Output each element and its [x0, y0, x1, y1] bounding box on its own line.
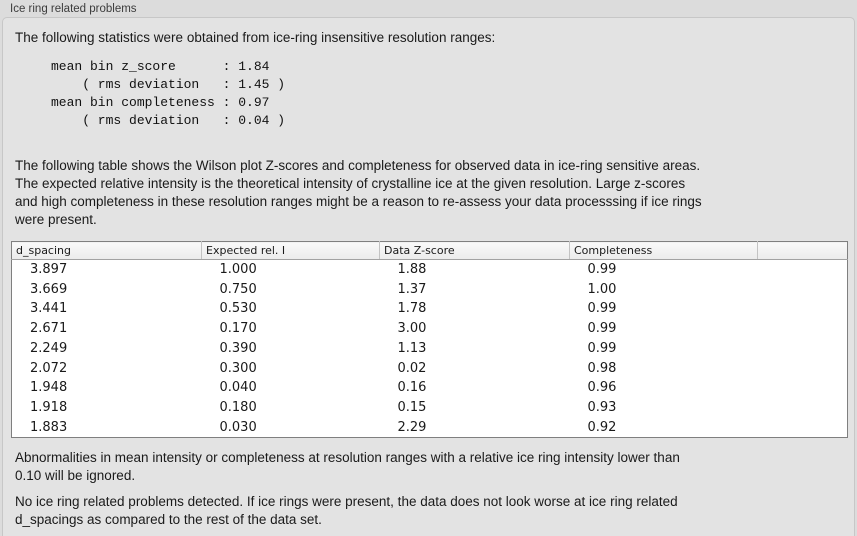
table-row[interactable]: 2.249 0.390 1.13 0.99 [11, 338, 848, 359]
table-cell: 0.030 [201, 417, 380, 438]
table-cell: 0.99 [569, 299, 758, 319]
ice-ring-groupbox: The following statistics were obtained f… [2, 17, 855, 536]
table-header-row: d_spacing Expected rel. I Data Z-score C… [11, 241, 848, 260]
table-cell: 1.918 [11, 397, 202, 418]
table-cell: 0.02 [379, 358, 570, 379]
table-cell: 2.671 [11, 318, 202, 339]
table-cell: 3.441 [11, 299, 202, 319]
table-cell: 0.170 [201, 318, 380, 339]
column-header-d-spacing[interactable]: d_spacing [11, 241, 202, 260]
table-cell: 0.390 [201, 338, 380, 359]
table-cell: 0.93 [569, 397, 758, 418]
table-cell: 3.897 [11, 259, 202, 280]
table-cell: 3.00 [379, 318, 570, 339]
table-cell: 3.669 [11, 279, 202, 300]
table-cell [757, 318, 848, 339]
table-cell: 2.249 [11, 338, 202, 359]
ignore-threshold-note: Abnormalities in mean intensity or compl… [15, 450, 680, 483]
table-row[interactable]: 3.441 0.530 1.78 0.99 [11, 299, 848, 319]
table-cell: 0.300 [201, 358, 380, 379]
table-cell: 0.98 [569, 358, 758, 379]
table-cell: 1.37 [379, 279, 570, 300]
table-cell: 0.530 [201, 299, 380, 319]
table-cell: 0.92 [569, 417, 758, 438]
table-cell: 2.29 [379, 417, 570, 438]
table-row[interactable]: 1.918 0.180 0.15 0.93 [11, 397, 848, 418]
table-cell [757, 397, 848, 418]
table-cell: 1.88 [379, 259, 570, 280]
table-cell: 1.00 [569, 279, 758, 300]
column-header-empty [757, 241, 848, 260]
panel-title: Ice ring related problems [10, 3, 137, 15]
table-row[interactable]: 3.669 0.750 1.37 1.00 [11, 279, 848, 300]
stats-intro-text: The following statistics were obtained f… [15, 30, 496, 45]
table-cell [757, 358, 848, 379]
table-cell: 0.99 [569, 338, 758, 359]
table-row[interactable]: 2.671 0.170 3.00 0.99 [11, 318, 848, 339]
table-cell: 0.99 [569, 259, 758, 280]
table-cell: 1.78 [379, 299, 570, 319]
table-cell: 0.16 [379, 378, 570, 398]
table-cell: 0.99 [569, 318, 758, 339]
table-cell: 1.883 [11, 417, 202, 438]
table-cell: 0.750 [201, 279, 380, 300]
table-cell [757, 378, 848, 398]
table-cell: 0.040 [201, 378, 380, 398]
column-header-completeness[interactable]: Completeness [569, 241, 758, 260]
ice-ring-table: d_spacing Expected rel. I Data Z-score C… [11, 241, 848, 438]
table-cell [757, 338, 848, 359]
mean-bin-stats-block: mean bin z_score : 1.84 ( rms deviation … [51, 59, 286, 128]
table-body: 3.897 1.000 1.88 0.99 3.669 0.750 1.37 1.00 3.44… [11, 259, 848, 438]
table-cell: 0.15 [379, 397, 570, 418]
table-cell [757, 417, 848, 438]
table-description-text: The following table shows the Wilson plo… [15, 158, 702, 227]
table-cell [757, 259, 848, 280]
table-cell: 1.13 [379, 338, 570, 359]
table-cell: 1.948 [11, 378, 202, 398]
table-cell [757, 299, 848, 319]
table-cell: 1.000 [201, 259, 380, 280]
table-row[interactable]: 3.897 1.000 1.88 0.99 [11, 259, 848, 280]
table-cell: 2.072 [11, 358, 202, 379]
column-header-expected-rel-i[interactable]: Expected rel. I [201, 241, 380, 260]
table-row[interactable]: 1.948 0.040 0.16 0.96 [11, 378, 848, 398]
conclusion-text: No ice ring related problems detected. I… [15, 494, 678, 527]
table-cell: 0.96 [569, 378, 758, 398]
table-row[interactable]: 2.072 0.300 0.02 0.98 [11, 358, 848, 379]
table-cell: 0.180 [201, 397, 380, 418]
table-row[interactable]: 1.883 0.030 2.29 0.92 [11, 417, 848, 438]
column-header-data-z-score[interactable]: Data Z-score [379, 241, 570, 260]
table-cell [757, 279, 848, 300]
